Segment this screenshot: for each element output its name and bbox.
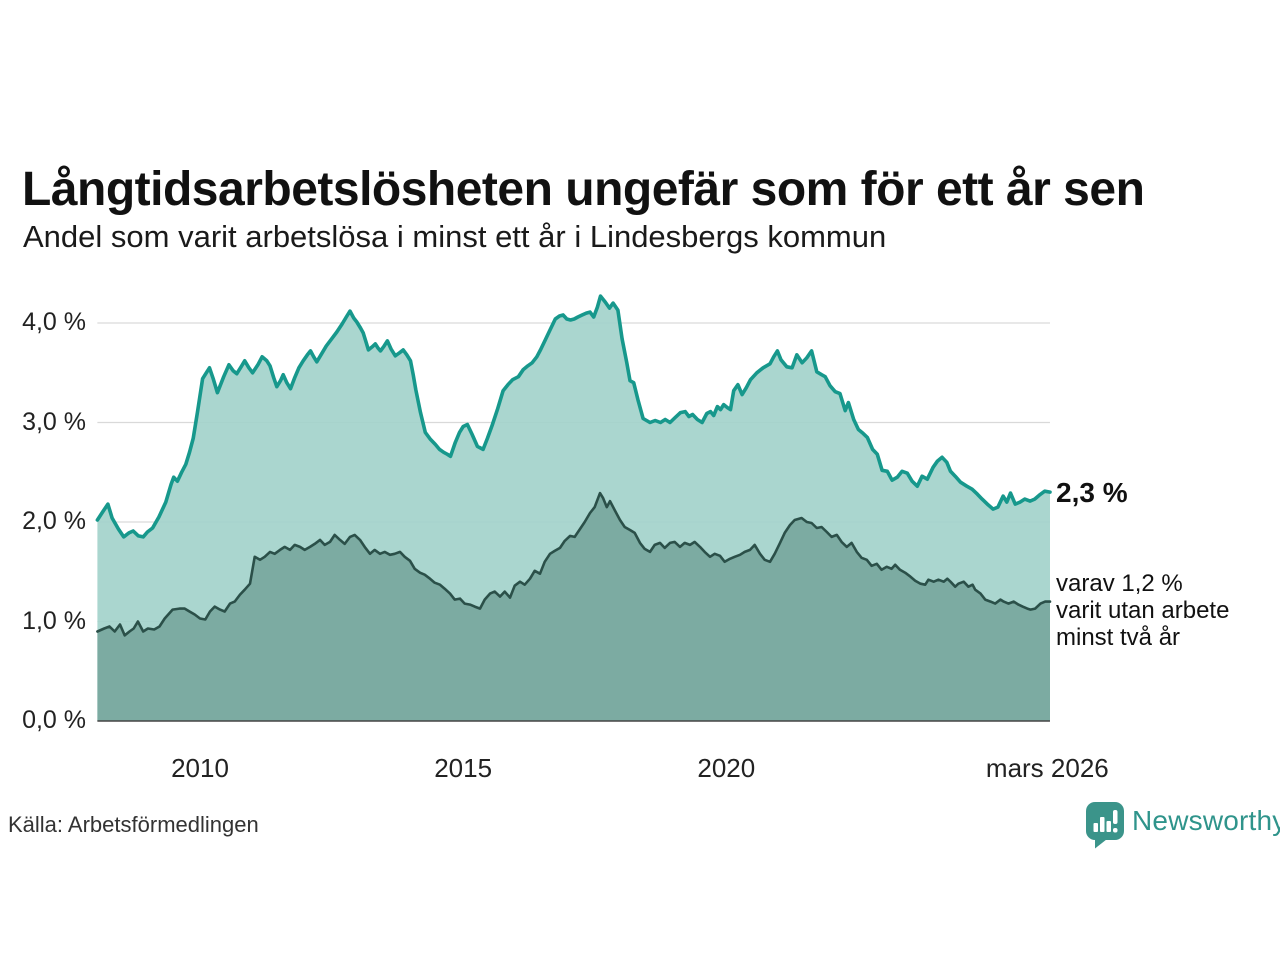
page-title: Långtidsarbetslösheten ungefär som för e… — [22, 163, 1145, 217]
y-axis-tick-label: 0,0 % — [22, 706, 86, 734]
x-axis-tick-label: mars 2026 — [985, 753, 1109, 783]
series-area — [97, 493, 1050, 721]
newsworthy-logo-text: Newsworthy — [1132, 805, 1280, 836]
y-axis-tick-label: 2,0 % — [22, 507, 86, 535]
y-axis-tick-label: 1,0 % — [22, 606, 86, 635]
secondary-value-label: varav 1,2 % varit utan arbete minst två … — [1056, 570, 1230, 651]
chart-subtitle: Andel som varit arbetslösa i minst ett å… — [23, 219, 887, 254]
latest-value-label: 2,3 % — [1056, 477, 1128, 508]
series-line — [95, 294, 1052, 539]
source-credit: Källa: Arbetsförmedlingen — [8, 812, 259, 837]
newsworthy-logo-icon — [1086, 802, 1124, 849]
x-axis-tick-label: 2015 — [434, 753, 493, 783]
newsworthy-logo: Newsworthy — [1085, 801, 1280, 849]
y-axis-tick-label: 3,0 % — [22, 407, 86, 436]
y-axis-tick-label: 4,0 % — [22, 308, 86, 336]
series-line — [96, 491, 1052, 637]
x-axis-tick-label: 2010 — [171, 753, 229, 783]
x-axis-tick-label: 2020 — [697, 753, 756, 783]
